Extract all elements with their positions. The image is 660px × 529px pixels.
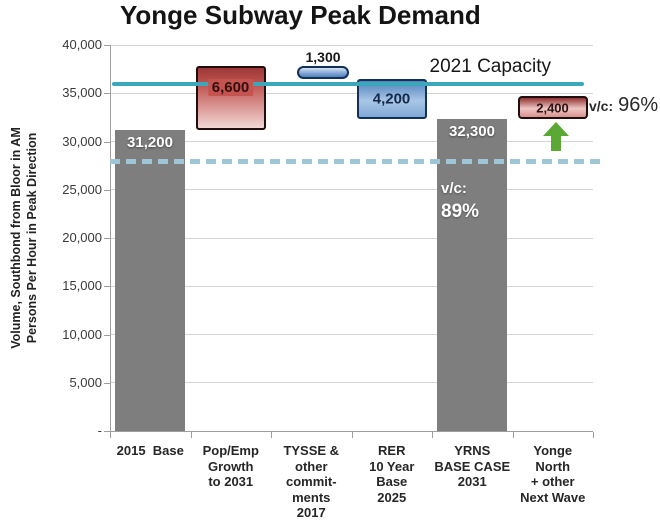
y-axis-tick <box>104 238 110 239</box>
gridline <box>110 92 593 94</box>
y-axis-title: Volume, Southbond from Bloor in AM Perso… <box>8 50 44 426</box>
gridline <box>110 237 593 239</box>
y-axis-tick <box>104 431 110 432</box>
plot-area: - 5,000 10,000 15,000 20,000 25,000 30,000 35,0… <box>62 37 658 520</box>
x-axis-tick <box>512 432 514 438</box>
capacity-line <box>112 81 584 86</box>
bar-value-label: 1,300 <box>305 49 341 66</box>
gridline <box>110 189 593 191</box>
bar-tysse-other-commitments-2017: 1,300 <box>297 49 349 79</box>
x-axis-tick <box>190 432 192 438</box>
bar-value-label: 4,200 <box>372 90 411 108</box>
y-axis-title-line2: Persons Per Hour in Peak Direction <box>25 132 39 344</box>
gridline <box>110 285 593 287</box>
y-axis-title-line1: Volume, Southbond from Bloor in AM <box>9 127 23 349</box>
x-axis-line <box>110 431 593 432</box>
arrow-stem <box>550 136 561 152</box>
y-axis-tick <box>104 286 110 288</box>
chart-title: Yonge Subway Peak Demand <box>120 0 481 30</box>
bar-yonge-north-other-next-wave: 2,400 <box>517 96 588 120</box>
x-axis-tick <box>271 432 272 438</box>
bar-yrns-base-case-2031: 32,300 <box>437 119 507 431</box>
y-axis-tick <box>104 141 110 143</box>
vc-ratio-value: 96% <box>618 94 659 116</box>
y-axis-tick-label: 35,000 <box>62 85 102 101</box>
bar-value-label: 2,400 <box>536 100 569 116</box>
y-axis-tick <box>104 382 110 384</box>
y-axis-tick-label: 40,000 <box>62 37 102 52</box>
y-axis-tick <box>104 334 110 336</box>
vc-ratio-annotation: v/c: 96% <box>589 94 658 117</box>
y-axis-tick <box>104 93 110 95</box>
y-axis-tick-label: 30,000 <box>62 133 102 149</box>
y-axis-tick-label: 15,000 <box>62 278 102 294</box>
y-axis-tick <box>104 45 110 46</box>
gridline <box>110 334 593 335</box>
vc-ratio-label: v/c: 89% <box>441 181 479 221</box>
x-axis-label-tysse-other-commitments-2017: TYSSE & other commit- ments 2017 <box>283 443 340 520</box>
y-axis-tick-label: - <box>97 423 102 438</box>
arrow-head <box>542 122 569 137</box>
bar-pop-emp-growth-to-2031: 6,600 <box>195 66 266 130</box>
bar-2015-base: 31,200 <box>115 129 185 431</box>
bar-value-label: 6,600 <box>207 79 254 97</box>
y-axis-line <box>110 45 111 432</box>
y-axis-tick-label: 5,000 <box>69 374 102 390</box>
x-axis-tick <box>351 432 353 438</box>
gridline <box>110 141 593 142</box>
gridline <box>110 44 593 46</box>
x-axis-tick <box>593 432 594 438</box>
vc-ratio-prefix: v/c: <box>441 180 467 197</box>
green-up-arrow-icon <box>542 122 569 152</box>
current-capacity-dashed-line <box>110 158 600 164</box>
x-axis-label-yrns-base-case-2031: YRNS BASE CASE 2031 <box>434 443 511 489</box>
vc-ratio-prefix: v/c: <box>589 98 614 114</box>
bar-value-label: 31,200 <box>127 133 173 151</box>
x-axis-tick <box>110 432 111 438</box>
x-axis-label-pop-emp-growth-to-2031: Pop/Emp Growth to 2031 <box>202 443 259 489</box>
y-axis-tick <box>104 189 110 191</box>
gridline <box>110 382 593 384</box>
x-axis-label-2015-base: 2015 Base <box>116 443 184 458</box>
vc-ratio-value: 89% <box>441 201 480 222</box>
x-axis-label-yonge-north-other-next-wave: Yonge North + other Next Wave <box>520 443 586 505</box>
y-axis-tick-label: 25,000 <box>62 181 102 197</box>
capacity-line-label: 2021 Capacity <box>429 55 551 77</box>
x-axis-label-rer-10-year-base-2025: RER 10 Year Base 2025 <box>369 443 415 505</box>
y-axis-tick-label: 10,000 <box>62 326 102 342</box>
bar-value-label: 32,300 <box>449 123 495 141</box>
x-axis-tick <box>432 432 433 438</box>
y-axis-tick-label: 20,000 <box>62 230 102 245</box>
